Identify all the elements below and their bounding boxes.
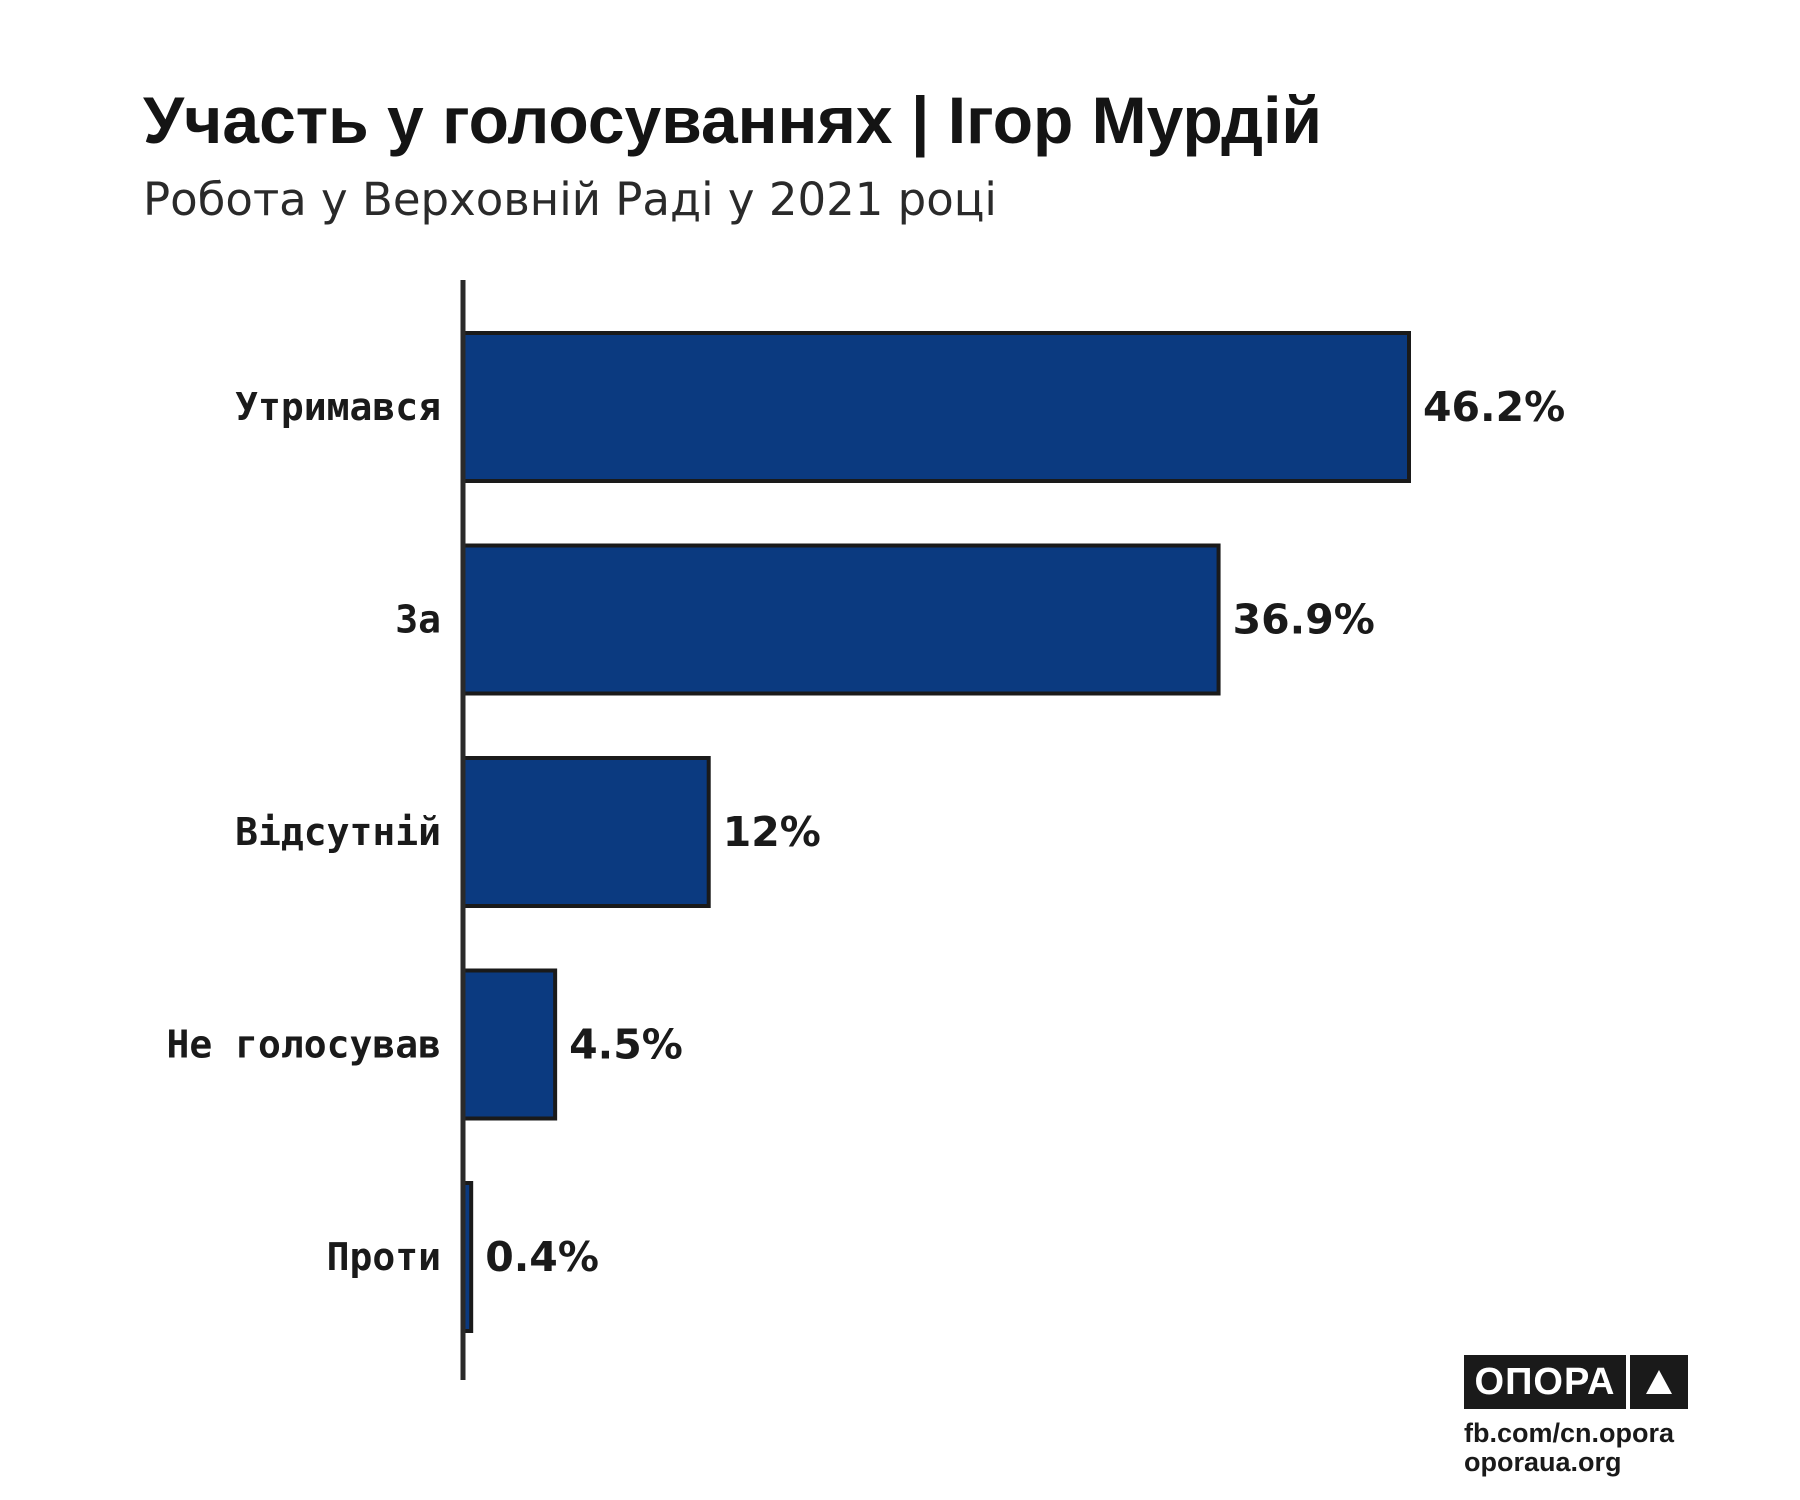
value-label: 0.4%: [485, 1233, 599, 1281]
logo-text: ОПОРА: [1464, 1355, 1626, 1409]
value-label: 4.5%: [569, 1021, 683, 1069]
category-label: Не голосував: [166, 1023, 441, 1067]
chart-subtitle: Робота у Верховній Раді у 2021 році: [143, 173, 997, 226]
bar: [461, 968, 558, 1121]
website-link[interactable]: oporaua.org: [1464, 1447, 1622, 1477]
triangle-icon: [1630, 1355, 1688, 1409]
category-label: Проти: [327, 1235, 441, 1279]
value-label: 12%: [723, 808, 821, 856]
bar: [461, 543, 1221, 696]
value-label: 46.2%: [1423, 383, 1565, 431]
category-label: Утримався: [235, 385, 441, 429]
category-label: Відсутній: [235, 810, 441, 854]
opora-logo: ОПОРА: [1464, 1355, 1688, 1409]
bar: [461, 331, 1411, 483]
facebook-link[interactable]: fb.com/cn.opora: [1464, 1418, 1675, 1448]
category-label: За: [395, 598, 441, 642]
value-label: 36.9%: [1233, 596, 1375, 644]
chart-title: Участь у голосуваннях | Ігор Мурдій: [143, 83, 1322, 157]
bar: [461, 756, 711, 908]
